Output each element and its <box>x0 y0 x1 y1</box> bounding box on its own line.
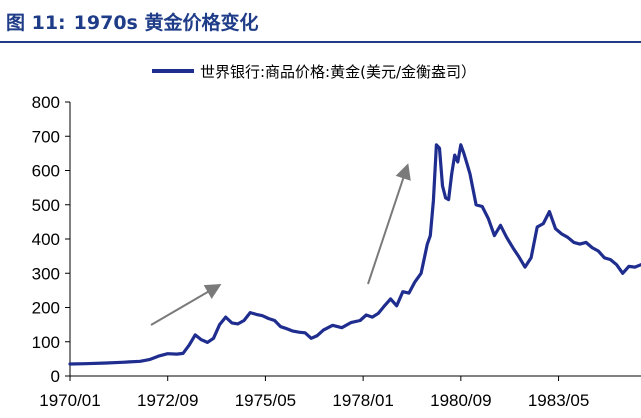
y-tick-label: 400 <box>32 230 60 249</box>
y-tick-label: 600 <box>32 162 60 181</box>
x-tick-label: 1970/01 <box>39 391 100 410</box>
x-tick-label: 1972/09 <box>137 391 198 410</box>
legend: 世界银行:商品价格:黄金(美元/金衡盎司） <box>152 63 476 81</box>
x-tick-label: 1983/05 <box>528 391 589 410</box>
y-tick-label: 200 <box>32 299 60 318</box>
figure-caption: 1970s 黄金价格变化 <box>73 12 259 34</box>
legend-label: 世界银行:商品价格:黄金(美元/金衡盎司） <box>200 63 476 81</box>
y-tick-label: 800 <box>32 93 60 112</box>
y-tick-label: 300 <box>32 264 60 283</box>
y-tick-label: 700 <box>32 127 60 146</box>
series-layer <box>68 143 641 366</box>
series-line-gold-price <box>68 143 641 366</box>
x-tick-label: 1980/09 <box>430 391 491 410</box>
figure-number: 图 11: <box>6 12 66 34</box>
title-underline <box>0 41 641 43</box>
x-tick-label: 1975/05 <box>235 391 296 410</box>
y-tick-label: 0 <box>51 367 60 386</box>
figure-title: 图 11: 1970s 黄金价格变化 <box>6 10 258 36</box>
axes <box>69 102 641 377</box>
y-axis-ticks: 0 100 200 300 400 500 600 700 800 <box>32 93 70 386</box>
x-tick-label: 1978/01 <box>332 391 393 410</box>
y-tick-label: 100 <box>32 333 60 352</box>
x-axis-ticks: 1970/01 1972/09 1975/05 1978/01 1980/09 1983/… <box>39 376 589 410</box>
trend-arrow-2 <box>367 163 411 285</box>
trend-arrow-1 <box>150 283 222 326</box>
y-tick-label: 500 <box>32 196 60 215</box>
annotations <box>150 163 411 326</box>
